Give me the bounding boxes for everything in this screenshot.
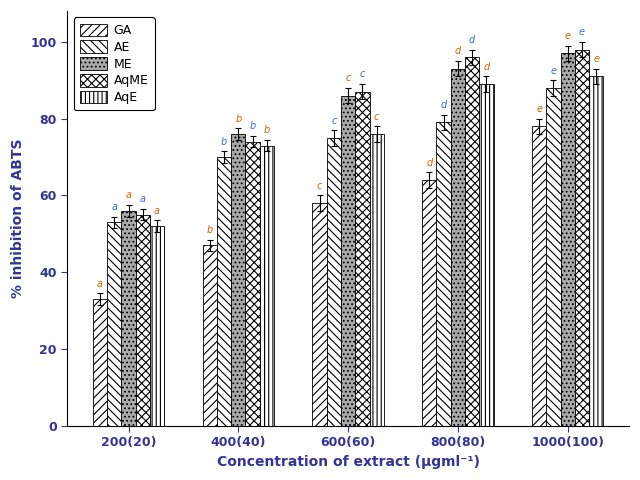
- Bar: [217, 157, 231, 426]
- Text: d: d: [469, 35, 476, 45]
- Text: e: e: [593, 54, 599, 64]
- Text: c: c: [374, 112, 380, 122]
- Bar: [312, 203, 326, 426]
- Text: d: d: [455, 47, 461, 57]
- Text: b: b: [264, 125, 270, 135]
- Bar: [246, 142, 260, 426]
- Text: e: e: [536, 104, 542, 114]
- Legend: GA, AE, ME, AqME, AqE: GA, AE, ME, AqME, AqE: [74, 17, 155, 110]
- Bar: [107, 222, 122, 426]
- Bar: [479, 84, 493, 426]
- Bar: [355, 92, 369, 426]
- Y-axis label: % inhibition of ABTS: % inhibition of ABTS: [11, 139, 25, 298]
- Bar: [231, 134, 246, 426]
- Text: c: c: [331, 116, 337, 126]
- Text: e: e: [564, 31, 571, 41]
- Text: a: a: [111, 202, 117, 212]
- Text: c: c: [317, 181, 323, 191]
- Text: c: c: [346, 73, 351, 84]
- Text: e: e: [579, 27, 585, 37]
- Text: b: b: [221, 137, 227, 147]
- Text: a: a: [154, 206, 160, 216]
- Bar: [369, 134, 384, 426]
- Bar: [203, 245, 217, 426]
- Bar: [341, 96, 355, 426]
- Text: a: a: [125, 191, 132, 201]
- Text: a: a: [97, 279, 103, 289]
- Text: d: d: [426, 158, 433, 168]
- Text: a: a: [140, 194, 146, 204]
- Bar: [122, 211, 136, 426]
- Bar: [451, 69, 465, 426]
- Bar: [136, 215, 150, 426]
- Text: c: c: [360, 70, 365, 80]
- Bar: [575, 49, 589, 426]
- Bar: [532, 126, 547, 426]
- Bar: [589, 76, 604, 426]
- Text: e: e: [550, 66, 556, 76]
- Bar: [465, 57, 479, 426]
- Text: d: d: [483, 62, 490, 72]
- Text: b: b: [250, 121, 256, 132]
- Bar: [422, 180, 436, 426]
- Bar: [547, 88, 561, 426]
- X-axis label: Concentration of extract (μgml⁻¹): Concentration of extract (μgml⁻¹): [216, 455, 479, 469]
- Bar: [260, 145, 274, 426]
- Bar: [561, 53, 575, 426]
- Bar: [93, 299, 107, 426]
- Bar: [150, 226, 164, 426]
- Text: b: b: [207, 225, 213, 235]
- Text: d: d: [440, 100, 447, 110]
- Bar: [436, 122, 451, 426]
- Text: b: b: [236, 114, 241, 124]
- Bar: [326, 138, 341, 426]
